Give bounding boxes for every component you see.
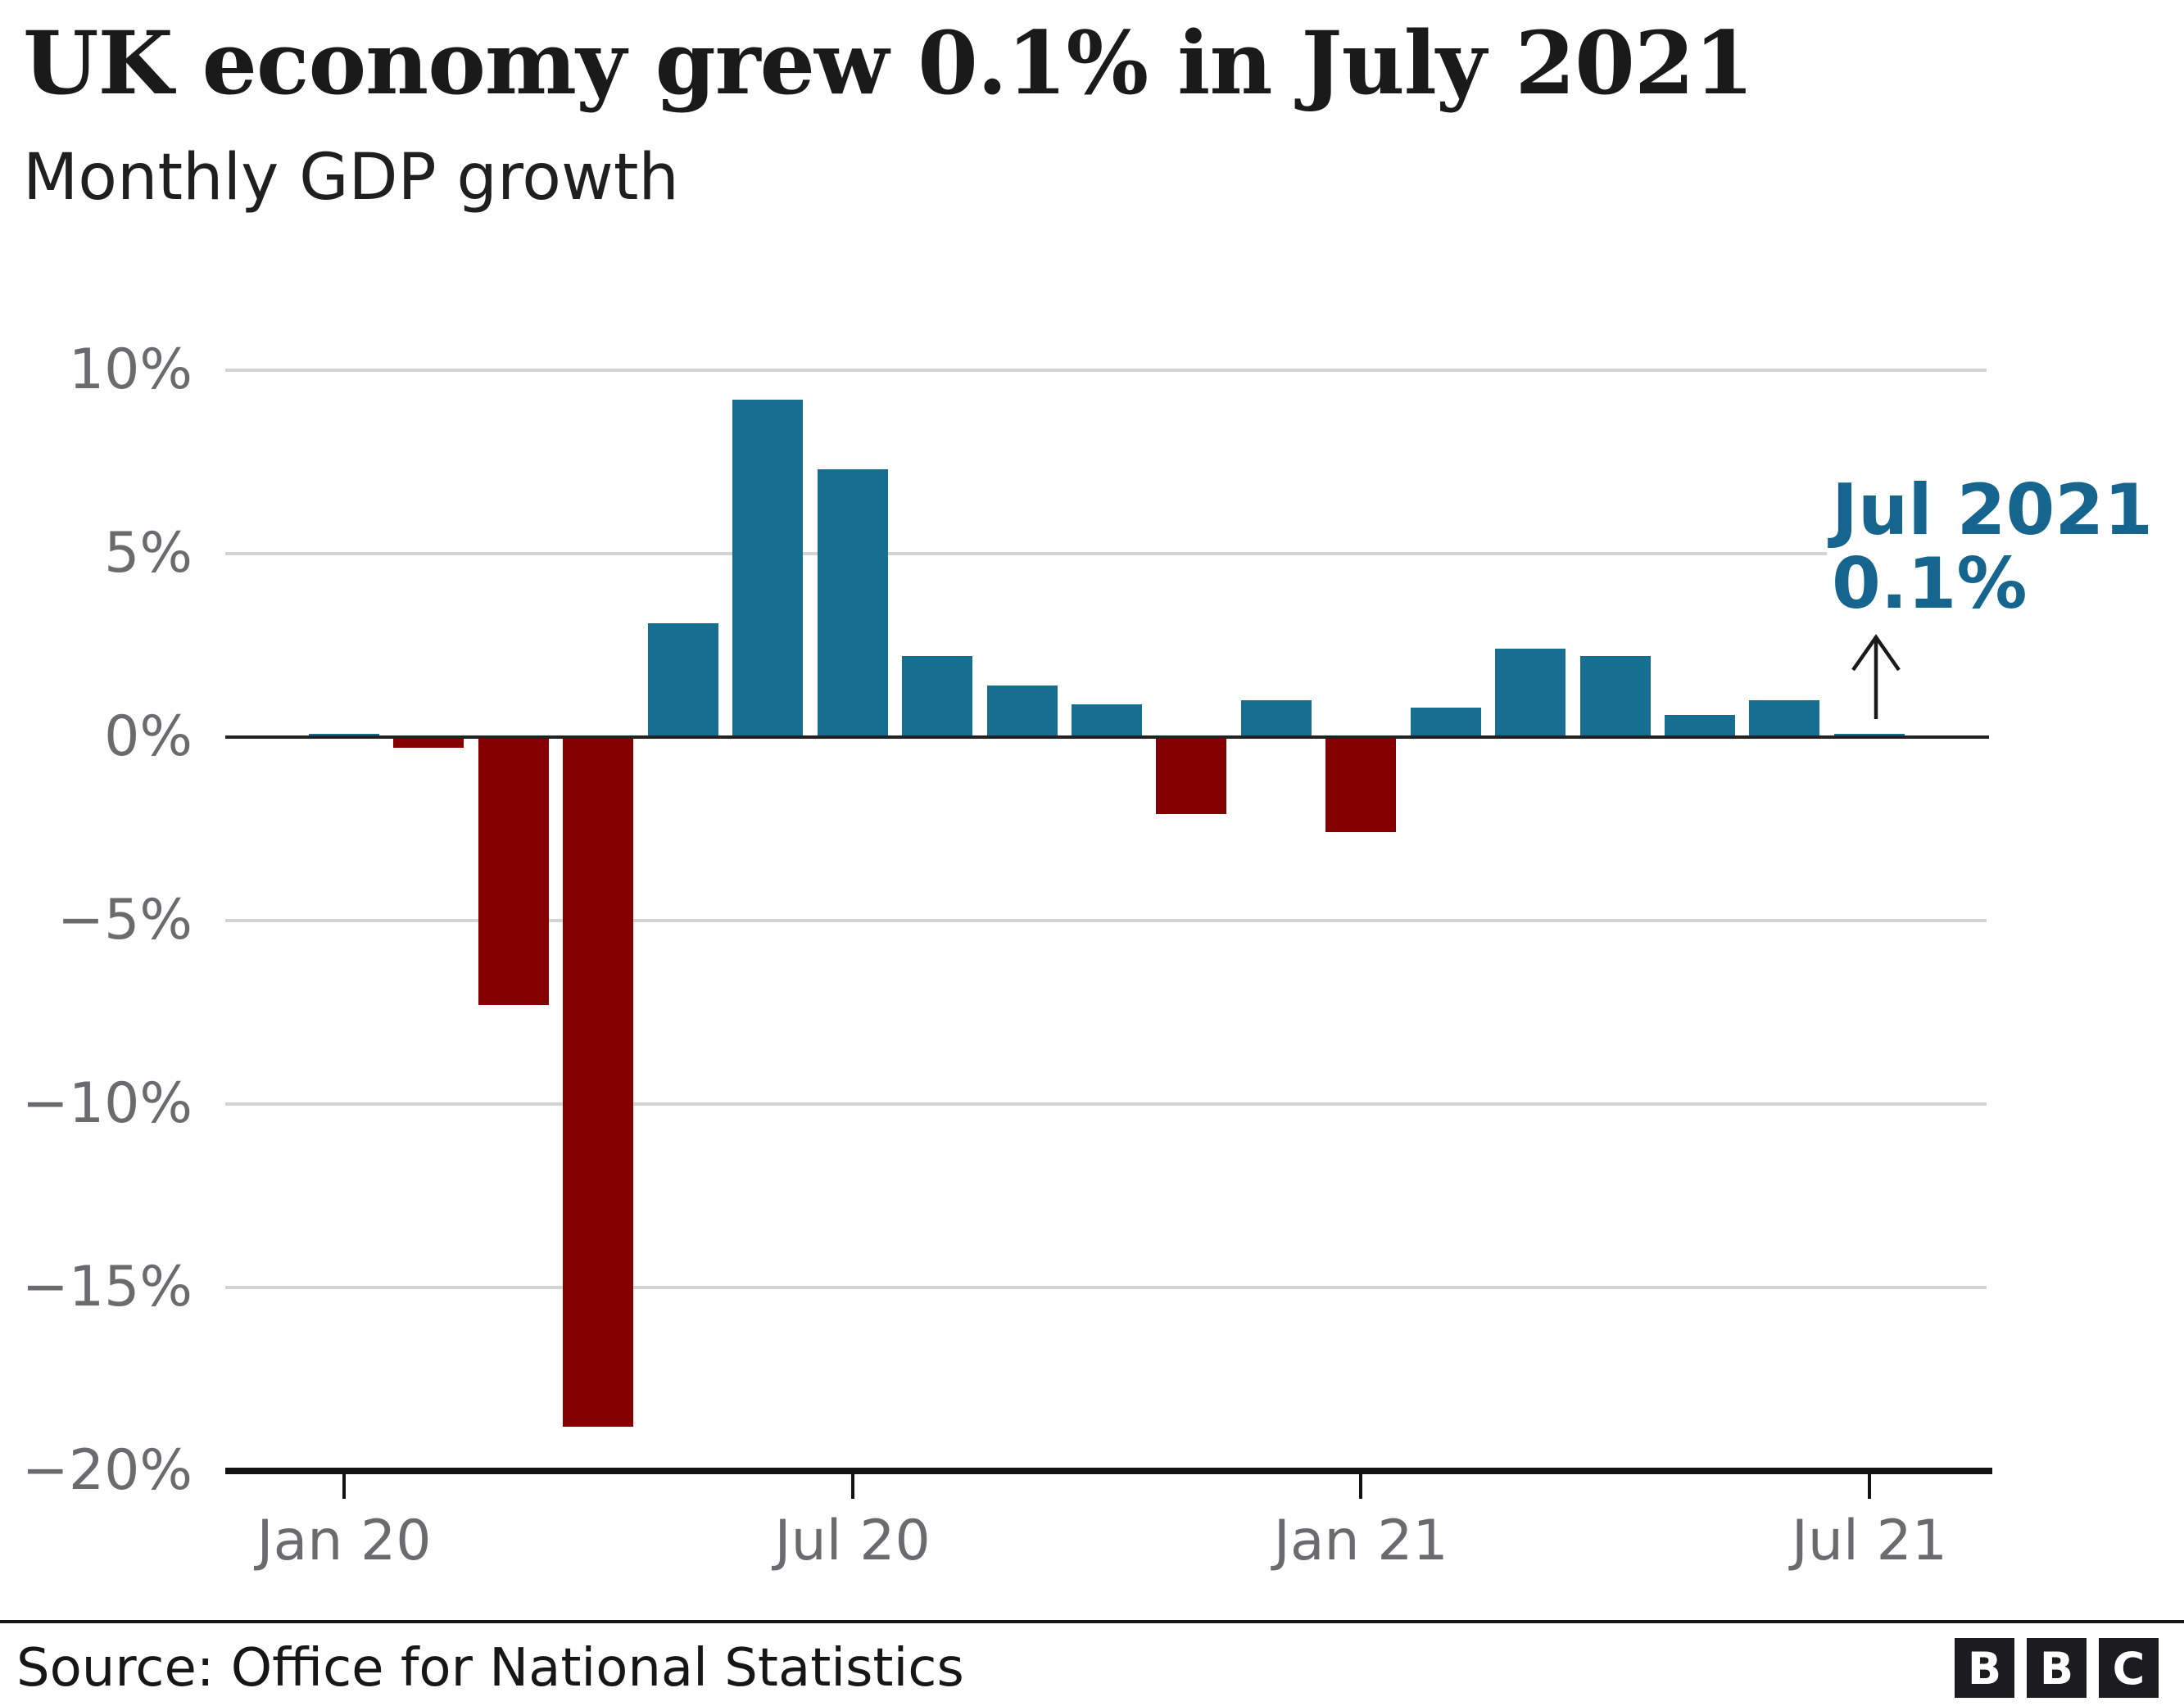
gridline-neg5	[225, 919, 1987, 922]
gridline-10	[225, 369, 1987, 372]
bar-jun-21	[1749, 700, 1820, 739]
bar-aug-20	[902, 656, 973, 739]
bar-sep-20	[986, 686, 1058, 739]
x-axis-label: Jan 20	[256, 1509, 432, 1573]
y-axis-label: −15%	[21, 1255, 193, 1319]
y-axis-label: 0%	[104, 704, 193, 769]
x-axis-tick	[850, 1474, 854, 1499]
x-axis-tick	[342, 1474, 346, 1499]
x-axis-baseline	[225, 1468, 1992, 1474]
gridline-neg15	[225, 1286, 1987, 1289]
bar-jan-21	[1325, 735, 1397, 833]
x-axis-label: Jan 21	[1273, 1509, 1448, 1573]
up-arrow-icon	[1842, 631, 1910, 726]
y-axis-label: −10%	[21, 1071, 193, 1136]
bbc-logo-block-1: B	[1955, 1638, 2014, 1698]
bbc-logo-block-3: C	[2099, 1638, 2159, 1698]
gridline-neg10	[225, 1102, 1987, 1106]
x-axis-label: Jul 20	[774, 1509, 931, 1573]
chart-subtitle: Monthly GDP growth	[23, 141, 679, 215]
bar-apr-21	[1579, 656, 1651, 739]
annotation-value: 0.1%	[1832, 543, 2028, 626]
bar-may-20	[647, 623, 718, 739]
bbc-logo-block-2: B	[2027, 1638, 2087, 1698]
bar-nov-20	[1156, 735, 1227, 815]
bar-jul-20	[817, 468, 888, 739]
bar-may-21	[1665, 715, 1736, 739]
bar-feb-21	[1410, 708, 1481, 739]
bbc-logo: B B C	[1955, 1638, 2168, 1698]
bar-oct-20	[1071, 704, 1142, 739]
latest-value-annotation: Jul 2021 0.1%	[1832, 473, 2176, 622]
bar-mar-21	[1495, 649, 1566, 739]
bar-apr-20	[563, 735, 634, 1428]
y-axis-label: −5%	[57, 888, 193, 953]
annotation-date: Jul 2021	[1832, 469, 2153, 551]
bar-jun-20	[732, 399, 804, 739]
x-axis-tick	[1867, 1474, 1871, 1499]
chart-title: UK economy grew 0.1% in July 2021	[23, 11, 1754, 114]
y-axis-label: −20%	[21, 1438, 193, 1503]
source-credit: Source: Office for National Statistics	[16, 1638, 964, 1699]
x-axis-tick	[1359, 1474, 1363, 1499]
y-axis-label: 10%	[68, 337, 193, 402]
plot-area	[225, 369, 1992, 1474]
y-axis-label: 5%	[104, 521, 193, 586]
x-axis-label: Jul 21	[1791, 1509, 1947, 1573]
bar-dec-20	[1240, 700, 1312, 739]
bar-mar-20	[478, 735, 549, 1006]
zero-axis-line	[225, 735, 1989, 739]
footer-divider	[0, 1620, 2184, 1623]
gridline-5	[225, 552, 1827, 555]
